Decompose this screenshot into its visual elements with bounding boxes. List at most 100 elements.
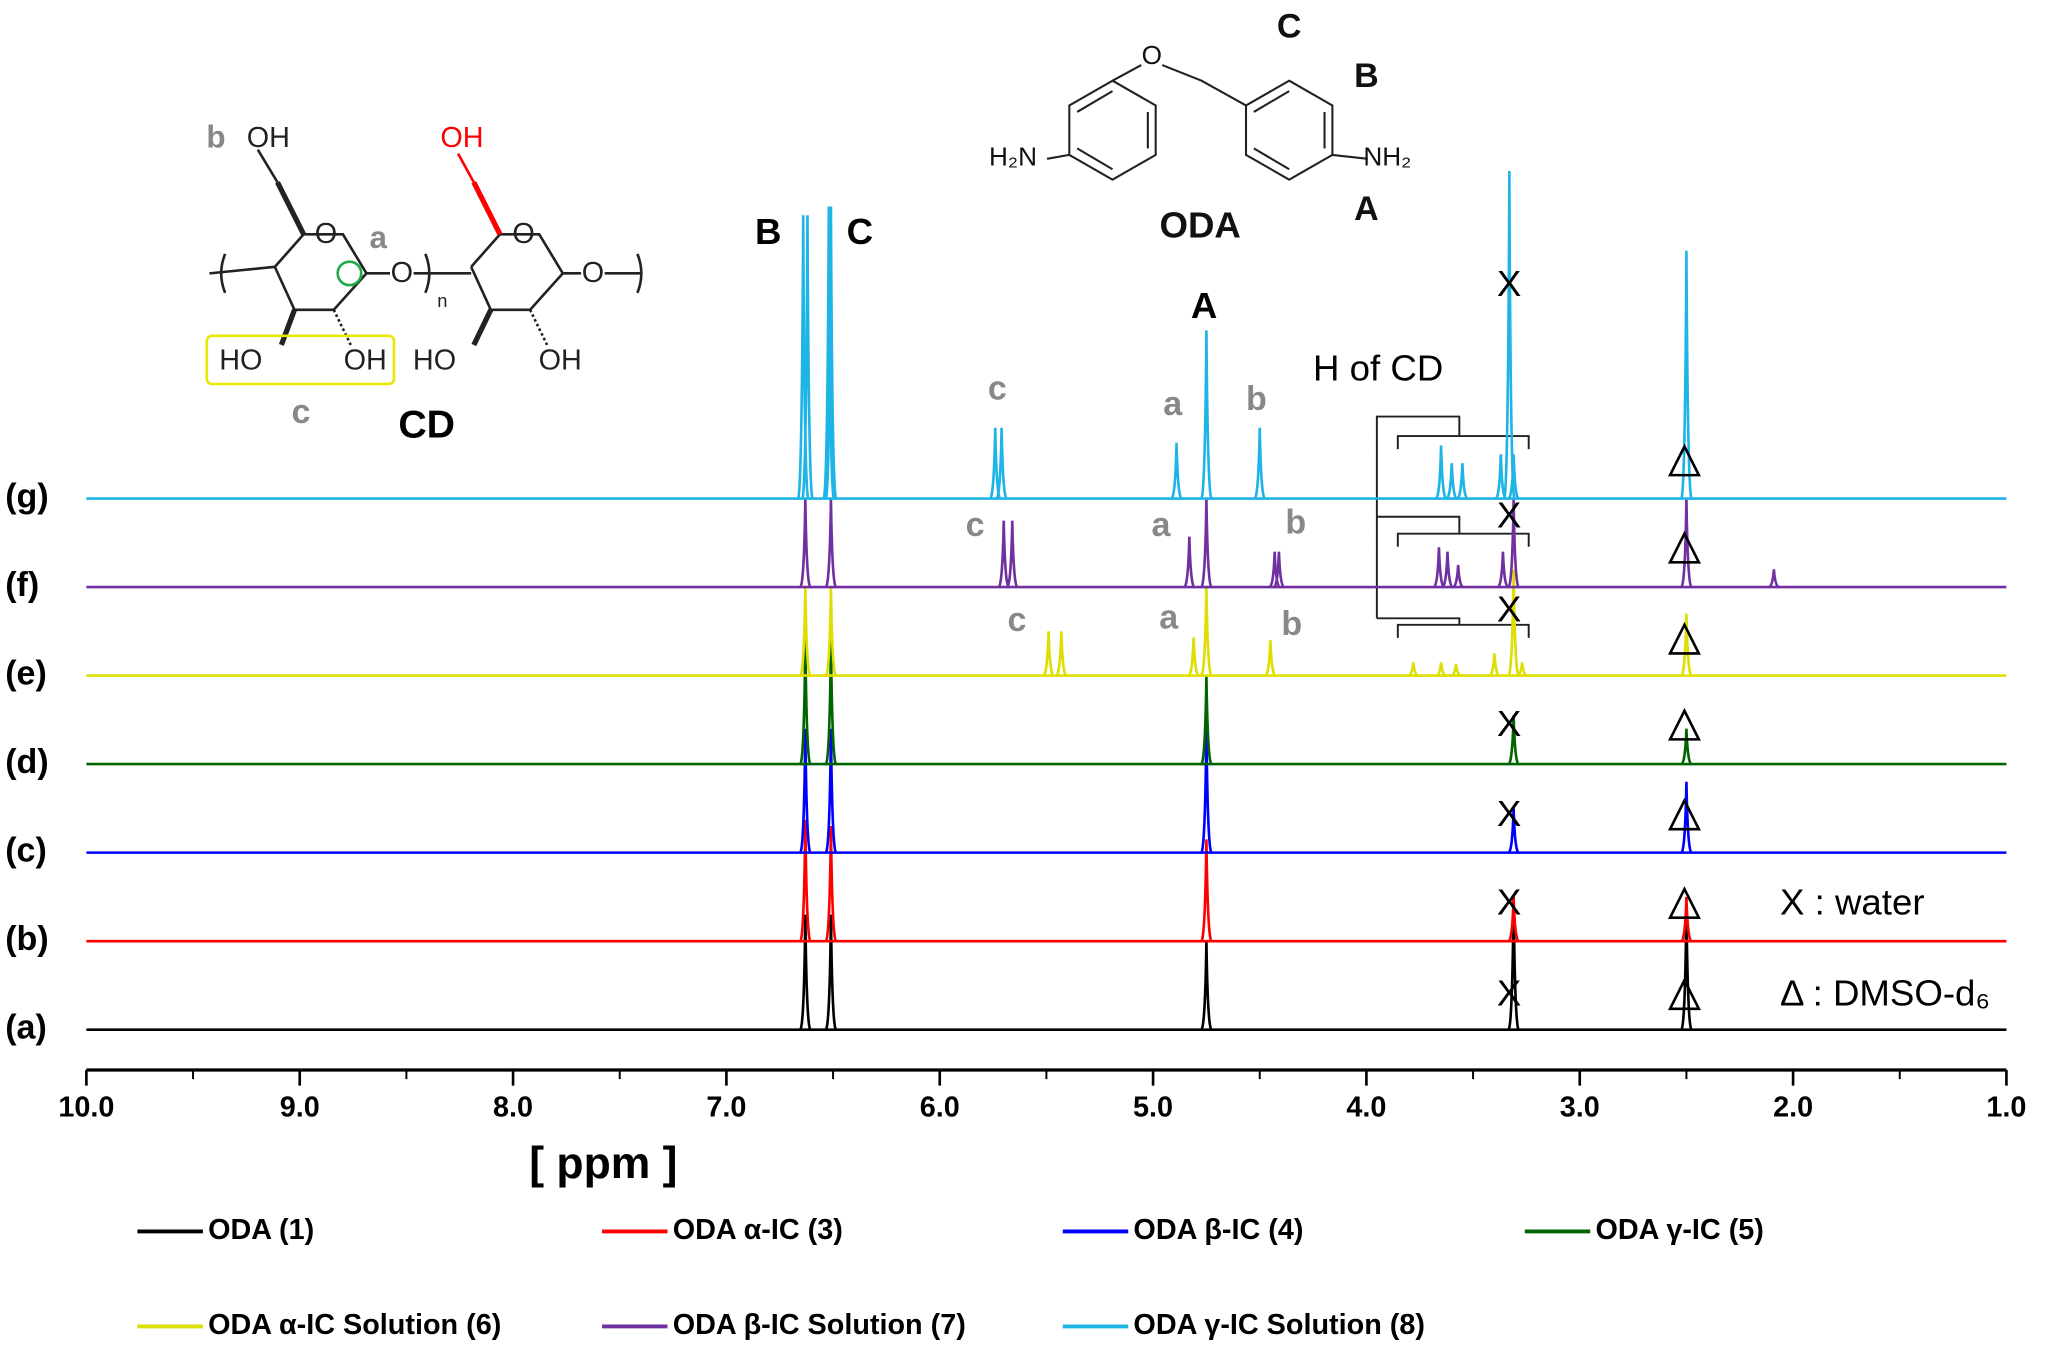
peak [1679, 905, 1693, 1031]
peak [1042, 631, 1055, 677]
trace-label: (g) [5, 478, 48, 516]
peak [798, 728, 812, 854]
dmso-legend: Δ : DMSO-d₆ [1780, 973, 1990, 1014]
structure-label: n [437, 290, 447, 311]
peak [1680, 728, 1693, 766]
peak [824, 914, 838, 1031]
peak [1253, 427, 1267, 500]
bond [528, 309, 549, 346]
peak [1407, 662, 1419, 677]
peak [824, 640, 838, 766]
peak [997, 520, 1011, 589]
dmso-marker [1667, 797, 1701, 831]
structure-label: O [512, 218, 534, 250]
ring [1068, 79, 1157, 181]
peak-label: c [966, 506, 985, 544]
peak [798, 498, 812, 589]
structure-label: b [206, 120, 225, 155]
peak [1516, 662, 1528, 677]
peak-label: c [988, 370, 1007, 408]
legend-label: ODA α-IC Solution (6) [208, 1309, 501, 1341]
peak [1199, 728, 1213, 854]
peak-label: a [1151, 506, 1171, 544]
bond [332, 309, 352, 346]
peak [1507, 715, 1521, 766]
dmso-marker [1667, 707, 1701, 741]
peak [1273, 551, 1285, 589]
peak-label: a [1163, 385, 1183, 423]
peak [1450, 663, 1462, 677]
structure-label: ODA [1159, 205, 1240, 246]
peak [1055, 631, 1068, 677]
x-tick-label: 8.0 [493, 1092, 533, 1124]
peak-label: B [755, 211, 781, 252]
legend-label: ODA γ-IC Solution (8) [1133, 1309, 1425, 1341]
legend-label: ODA β-IC (4) [1133, 1214, 1303, 1246]
peak-label: H of CD [1313, 348, 1443, 389]
structure-label: H₂N [989, 142, 1037, 172]
x-tick-label: 2.0 [1773, 1092, 1813, 1124]
structure-label: OH [539, 345, 582, 377]
peak [1199, 839, 1213, 943]
structure-label: O [1142, 40, 1162, 70]
structure-label: HO [413, 345, 456, 377]
legend-label: ODA γ-IC (5) [1595, 1214, 1763, 1246]
bond [275, 181, 306, 236]
peak [1434, 445, 1448, 500]
double-bond [1076, 90, 1326, 171]
peak-label: b [1281, 605, 1302, 643]
bond [256, 149, 279, 183]
water-marker: X [1497, 495, 1521, 536]
bracket [1375, 415, 1530, 638]
bond [1046, 64, 1368, 160]
peak-label: A [1191, 285, 1217, 326]
water-marker: X [1497, 703, 1521, 744]
trace-label: (f) [5, 566, 39, 604]
peak [1435, 662, 1447, 677]
peak [1679, 781, 1693, 854]
trace-label: (e) [5, 655, 47, 693]
structure-label: O [315, 218, 337, 250]
peak-label: c [1007, 601, 1026, 639]
peak [1432, 547, 1445, 589]
peak [1680, 896, 1693, 943]
x-tick-label: 1.0 [1986, 1092, 2026, 1124]
peak [1005, 520, 1019, 589]
peak [1679, 613, 1693, 677]
structure-label: HO [219, 345, 262, 377]
x-tick-label: 5.0 [1133, 1092, 1173, 1124]
peak-label: b [1246, 380, 1267, 418]
peak [1768, 569, 1780, 589]
water-marker: X [1497, 881, 1521, 922]
peak [798, 914, 812, 1031]
peak [798, 819, 812, 943]
peak [1182, 536, 1196, 589]
peak [800, 215, 815, 500]
structure-label: NH₂ [1363, 142, 1411, 172]
structure-label: OH [344, 345, 387, 377]
bond [471, 308, 494, 347]
peak [1264, 640, 1277, 677]
peak [1199, 330, 1213, 500]
oda-structure [1046, 64, 1368, 181]
cd-structure [205, 149, 643, 386]
peak [1199, 587, 1213, 677]
dmso-marker [1667, 977, 1701, 1011]
peak [824, 206, 838, 500]
structure-label: C [1277, 8, 1302, 46]
x-axis-title: [ ppm ] [529, 1139, 677, 1188]
peak [1488, 653, 1501, 677]
peak [822, 206, 836, 500]
dmso-marker [1667, 530, 1701, 564]
x-tick-label: 4.0 [1346, 1092, 1386, 1124]
structure-label: O [391, 257, 413, 289]
structure-label: OH [247, 122, 290, 154]
peak [1268, 551, 1281, 589]
peak [995, 427, 1009, 500]
peak [1199, 498, 1213, 589]
structure-label: O [582, 257, 604, 289]
ring [1244, 79, 1334, 181]
dmso-marker [1667, 886, 1701, 920]
